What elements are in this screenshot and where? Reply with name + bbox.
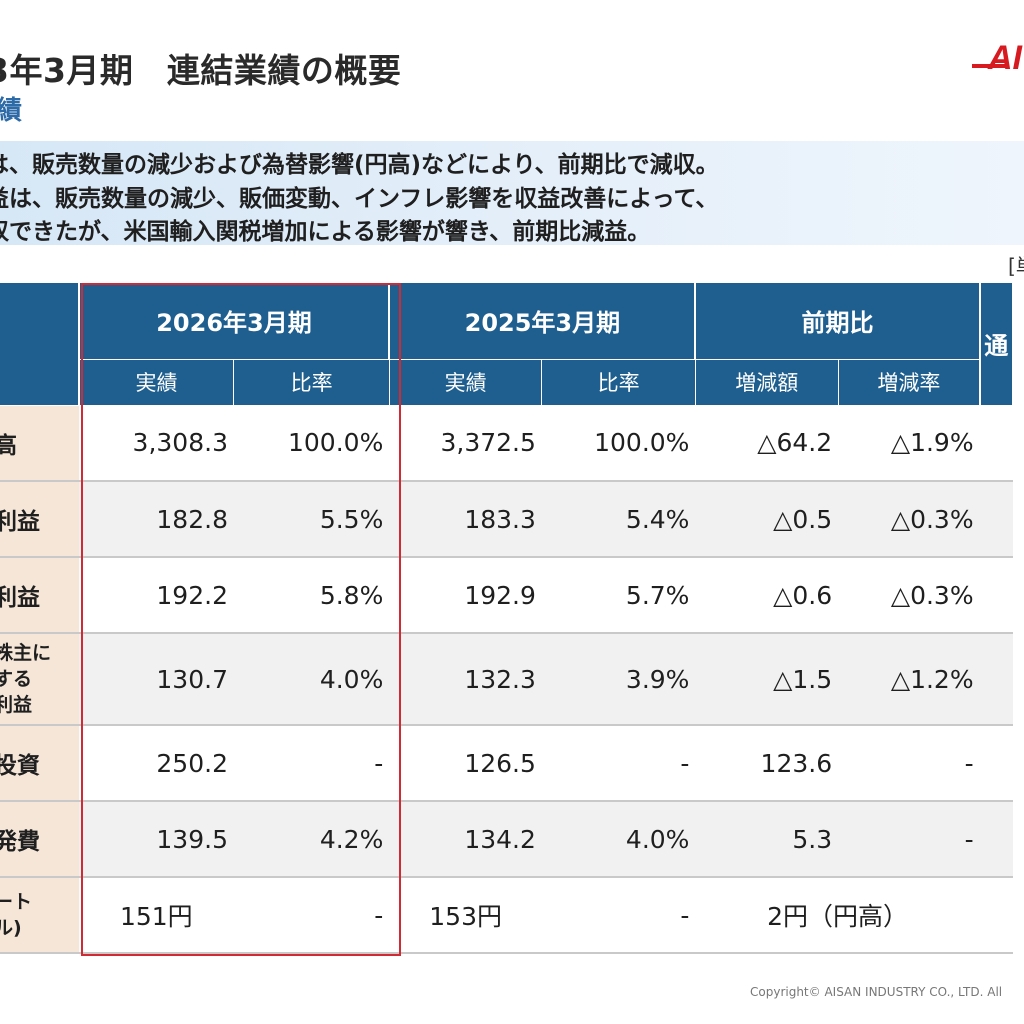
cell-actual-2025: 3,372.5 [389, 405, 542, 482]
cell-actual-2025: 153円 [389, 877, 542, 954]
cell-actual-2026: 192.2 [78, 557, 234, 634]
cell-change-amount: 123.6 [695, 725, 839, 802]
page-title: 3年3月期 連結業績の概要 [0, 51, 402, 90]
cell-change-amount: △64.2 [695, 405, 839, 482]
table-row: 株主に する 利益 130.7 4.0% 132.3 3.9% △1.5 △1.… [0, 633, 1013, 726]
table-row: 利益 182.8 5.5% 183.3 5.4% △0.5 △0.3% [0, 481, 1013, 558]
cell-change-amount: △1.5 [695, 633, 839, 726]
row-label: 投資 [0, 725, 79, 802]
row-label-line-1: ート [0, 891, 33, 913]
cell-change-merged: 2円（円高） [695, 877, 980, 954]
row-label: 株主に する 利益 [0, 633, 79, 726]
summary-box: は、販売数量の減少および為替影響(円高)などにより、前期比で減収。 益は、販売数… [0, 141, 1024, 245]
cell-ratio-2025: 5.7% [541, 557, 696, 634]
unit-label: [単 [1008, 254, 1024, 278]
cell-actual-2026: 151円 [78, 877, 234, 954]
cell-ratio-2025: - [541, 725, 696, 802]
header-fy2025: 2025年3月期 [389, 283, 697, 360]
cell-actual-2025: 134.2 [389, 801, 542, 878]
header-yoy: 前期比 [695, 283, 981, 360]
row-label-line-3: 利益 [0, 694, 33, 716]
subheader-actual-2026: 実績 [78, 359, 235, 405]
table-row: ート ル) 151円 - 153円 - 2円（円高） [0, 877, 1013, 954]
cell-extra [979, 877, 1013, 954]
cell-extra [979, 633, 1013, 726]
table-row: 高 3,308.3 100.0% 3,372.5 100.0% △64.2 △1… [0, 405, 1013, 482]
cell-extra [979, 725, 1013, 802]
summary-line-2: 益は、販売数量の減少、販価変動、インフレ影響を収益改善によって、 [0, 186, 719, 212]
row-label: 発費 [0, 801, 79, 878]
cell-change-rate: - [838, 725, 980, 802]
company-logo: AI [972, 39, 1024, 76]
cell-actual-2025: 192.9 [389, 557, 542, 634]
cell-actual-2025: 132.3 [389, 633, 542, 726]
summary-line-3: 収できたが、米国輸入関税増加による影響が響き、前期比減益。 [0, 219, 651, 245]
subheader-ratio-2026: 比率 [233, 359, 390, 405]
table-row: 投資 250.2 - 126.5 - 123.6 - [0, 725, 1013, 802]
cell-actual-2026: 3,308.3 [78, 405, 234, 482]
page-subtitle: 績 [0, 96, 23, 126]
cell-change-amount: △0.6 [695, 557, 839, 634]
cell-change-amount: 5.3 [695, 801, 839, 878]
subheader-ratio-2025: 比率 [541, 359, 696, 405]
subheader-change-amount: 増減額 [695, 359, 839, 405]
cell-ratio-2025: 5.4% [541, 481, 696, 558]
header-fy2026: 2026年3月期 [78, 283, 391, 360]
table-row: 発費 139.5 4.2% 134.2 4.0% 5.3 - [0, 801, 1013, 878]
cell-actual-2025: 183.3 [389, 481, 542, 558]
header-corner [0, 283, 80, 406]
row-label-line-2: ル) [0, 917, 22, 939]
cell-change-rate: △1.2% [838, 633, 980, 726]
row-label-line-1: 株主に [0, 642, 52, 664]
table-row: 利益 192.2 5.8% 192.9 5.7% △0.6 △0.3% [0, 557, 1013, 634]
row-label: 利益 [0, 481, 79, 558]
row-label-line-2: する [0, 668, 33, 690]
cell-ratio-2025: 4.0% [541, 801, 696, 878]
copyright-footer: Copyright© AISAN INDUSTRY CO., LTD. All [750, 985, 1003, 999]
cell-ratio-2026: 5.5% [233, 481, 390, 558]
cell-extra [979, 801, 1013, 878]
cell-change-rate: - [838, 801, 980, 878]
cell-actual-2026: 182.8 [78, 481, 234, 558]
logo-text: AI [987, 39, 1024, 76]
summary-line-1: は、販売数量の減少および為替影響(円高)などにより、前期比で減収。 [0, 152, 719, 178]
cell-extra [979, 481, 1013, 558]
cell-actual-2026: 130.7 [78, 633, 234, 726]
cell-change-rate: △0.3% [838, 557, 980, 634]
cell-ratio-2026: - [233, 877, 390, 954]
subheader-change-rate: 増減率 [838, 359, 981, 405]
cell-ratio-2026: 4.2% [233, 801, 390, 878]
cell-actual-2026: 250.2 [78, 725, 234, 802]
subheader-actual-2025: 実績 [389, 359, 543, 405]
cell-change-rate: △1.9% [838, 405, 980, 482]
cell-ratio-2025: - [541, 877, 696, 954]
row-label: 利益 [0, 557, 79, 634]
cell-extra [979, 557, 1013, 634]
row-label: 高 [0, 405, 79, 482]
cell-ratio-2025: 3.9% [541, 633, 696, 726]
cell-change-amount: △0.5 [695, 481, 839, 558]
cell-actual-2025: 126.5 [389, 725, 542, 802]
cell-ratio-2025: 100.0% [541, 405, 696, 482]
header-extra: 通 [979, 283, 1015, 406]
cell-ratio-2026: 4.0% [233, 633, 390, 726]
cell-extra [979, 405, 1013, 482]
cell-ratio-2026: 100.0% [233, 405, 390, 482]
row-label: ート ル) [0, 877, 79, 954]
cell-ratio-2026: - [233, 725, 390, 802]
cell-actual-2026: 139.5 [78, 801, 234, 878]
results-table: 2026年3月期 2025年3月期 前期比 通 実績 比率 実績 比率 増減額 … [0, 283, 1015, 954]
cell-change-rate: △0.3% [838, 481, 980, 558]
cell-ratio-2026: 5.8% [233, 557, 390, 634]
